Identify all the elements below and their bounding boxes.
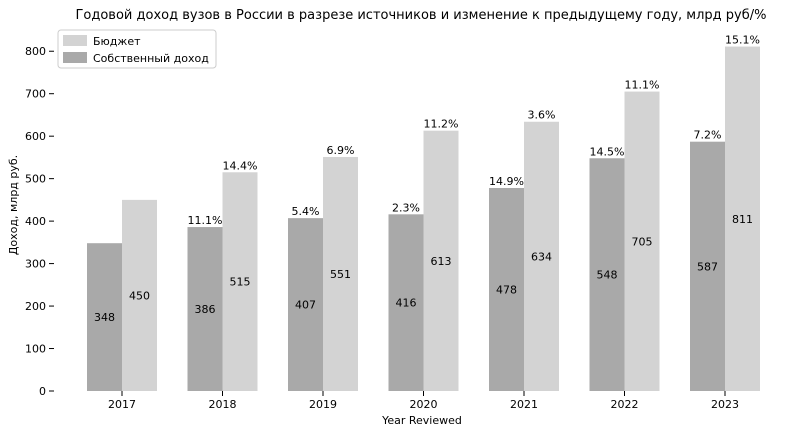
x-tick-label: 2018 xyxy=(209,398,237,411)
legend-label: Собственный доход xyxy=(93,52,209,65)
change-label-own-income: 11.1% xyxy=(188,214,223,227)
bar-own-income xyxy=(489,187,524,391)
bar-budget xyxy=(725,46,760,391)
y-tick-label: 400 xyxy=(25,215,46,228)
y-tick-label: 700 xyxy=(25,88,46,101)
bar-budget xyxy=(624,91,660,392)
bar-budget xyxy=(423,130,459,392)
bar-own-income xyxy=(288,218,323,391)
y-tick-label: 300 xyxy=(25,258,46,271)
change-label-own-income: 2.3% xyxy=(392,201,420,214)
y-tick-label: 600 xyxy=(25,130,46,143)
change-label-budget: 11.1% xyxy=(625,79,660,92)
y-tick-label: 500 xyxy=(25,173,46,186)
change-label-own-income: 14.9% xyxy=(489,175,524,188)
x-tick-label: 2021 xyxy=(510,398,538,411)
bar-value-label-budget: 634 xyxy=(531,250,552,263)
legend-label: Бюджет xyxy=(93,35,141,48)
bar-value-label-budget: 551 xyxy=(330,268,351,281)
bar-value-label-budget: 450 xyxy=(129,289,150,302)
y-tick-label: 200 xyxy=(25,300,46,313)
x-axis-label: Year Reviewed xyxy=(381,414,462,427)
change-label-budget: 6.9% xyxy=(327,144,355,157)
bar-value-label-budget: 705 xyxy=(632,235,653,248)
change-label-budget: 14.4% xyxy=(223,159,258,172)
chart-title: Годовой доход вузов в России в разрезе и… xyxy=(75,8,766,23)
x-tick-label: 2019 xyxy=(309,398,337,411)
y-axis-label: Доход, млрд руб. xyxy=(7,155,20,255)
bar-value-label-own-income: 548 xyxy=(597,269,618,282)
bars: 348 450 386 11.1% 515 14.4% 407 5.4% 551 6.9% 416 2… xyxy=(87,34,760,392)
bar-value-label-budget: 811 xyxy=(732,213,753,226)
y-axis: 0 100 200 300 400 500 600 700 800 xyxy=(25,45,54,398)
x-axis: 2017 2018 2019 2020 2021 2022 2023 xyxy=(108,391,739,411)
y-tick-label: 0 xyxy=(39,385,46,398)
bar-value-label-budget: 613 xyxy=(431,255,452,268)
change-label-own-income: 14.5% xyxy=(590,145,625,158)
bar-budget xyxy=(122,199,157,391)
bar-own-income xyxy=(589,158,625,391)
x-tick-label: 2022 xyxy=(611,398,639,411)
y-tick-label: 800 xyxy=(25,45,46,58)
legend-frame xyxy=(57,29,217,69)
bar-own-income xyxy=(87,243,122,391)
bar-value-label-own-income: 348 xyxy=(94,311,115,324)
bar-own-income xyxy=(690,141,725,391)
bar-own-income xyxy=(388,214,424,391)
change-label-own-income: 7.2% xyxy=(694,129,722,142)
change-label-budget: 11.2% xyxy=(424,118,459,131)
y-tick-label: 100 xyxy=(25,343,46,356)
bar-value-label-own-income: 407 xyxy=(295,299,316,312)
x-tick-label: 2017 xyxy=(108,398,136,411)
x-tick-label: 2020 xyxy=(410,398,438,411)
legend-swatch xyxy=(63,52,87,63)
bar-value-label-budget: 515 xyxy=(230,276,251,289)
legend-swatch xyxy=(63,35,87,46)
bar-value-label-own-income: 587 xyxy=(697,260,718,273)
legend: Бюджет Собственный доход xyxy=(57,29,217,69)
bar-value-label-own-income: 386 xyxy=(195,303,216,316)
change-label-budget: 15.1% xyxy=(725,34,760,47)
change-label-budget: 3.6% xyxy=(528,109,556,122)
bar-budget xyxy=(323,156,358,391)
change-label-own-income: 5.4% xyxy=(292,205,320,218)
bar-value-label-own-income: 416 xyxy=(396,297,417,310)
bar-value-label-own-income: 478 xyxy=(496,283,517,296)
x-tick-label: 2023 xyxy=(711,398,739,411)
bar-own-income xyxy=(187,227,223,391)
bar-budget xyxy=(222,172,258,391)
bar-budget xyxy=(524,121,559,391)
